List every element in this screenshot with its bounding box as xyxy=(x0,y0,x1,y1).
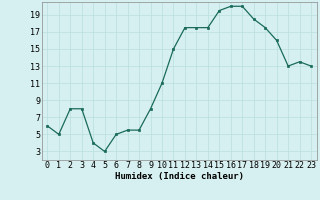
X-axis label: Humidex (Indice chaleur): Humidex (Indice chaleur) xyxy=(115,172,244,181)
